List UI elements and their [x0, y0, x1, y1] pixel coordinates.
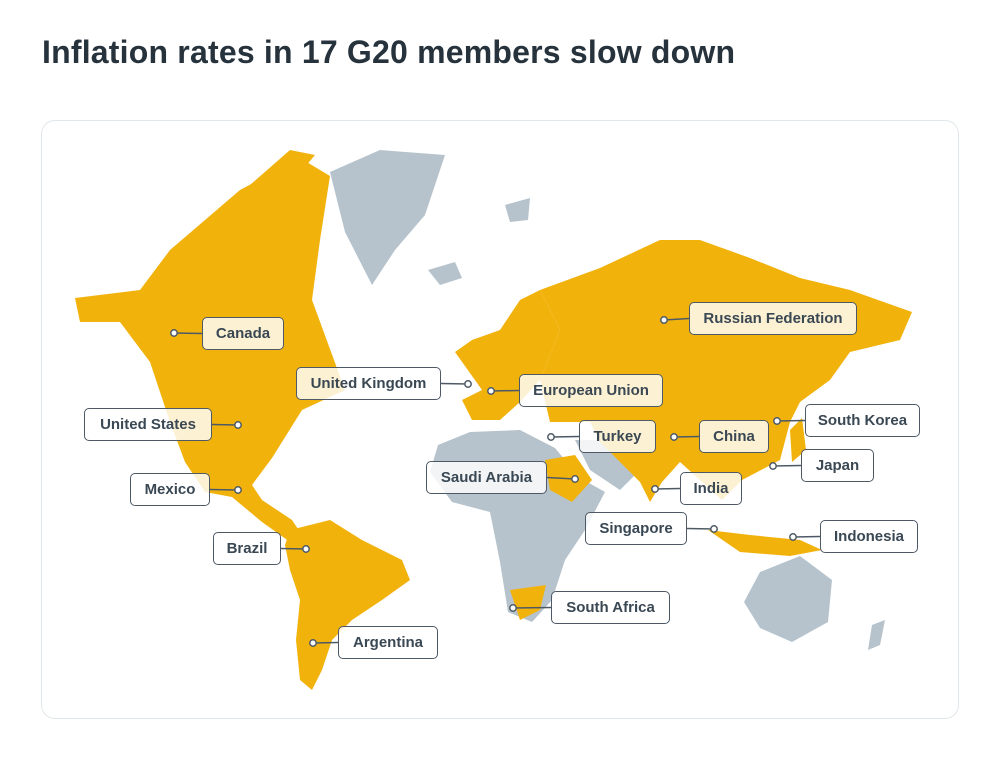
south-africa-marker	[509, 604, 517, 612]
united-states-connector	[211, 423, 239, 426]
india-connector	[654, 487, 681, 490]
label-india: India	[680, 472, 742, 505]
svalbard	[505, 198, 530, 222]
saudi-arabia-marker	[571, 475, 579, 483]
label-china: China	[699, 420, 769, 453]
label-saudi-arabia: Saudi Arabia	[426, 461, 547, 494]
label-japan: Japan	[801, 449, 874, 482]
australia	[744, 556, 832, 642]
south-africa-shape	[510, 585, 546, 620]
russian-federation-connector	[663, 317, 690, 321]
indonesia-shape	[708, 530, 822, 556]
singapore-marker	[710, 525, 718, 533]
label-turkey: Turkey	[579, 420, 656, 453]
south-america	[285, 520, 410, 690]
label-european-union: European Union	[519, 374, 663, 407]
canada-connector	[173, 332, 203, 335]
argentina-connector	[312, 641, 339, 644]
label-russian-federation: Russian Federation	[689, 302, 857, 335]
japan-marker	[769, 462, 777, 470]
indonesia-marker	[789, 533, 797, 541]
united-states-marker	[234, 421, 242, 429]
label-united-states: United States	[84, 408, 212, 441]
label-south-africa: South Africa	[551, 591, 670, 624]
south-korea-marker	[773, 417, 781, 425]
canadian-arctic	[250, 150, 315, 185]
label-indonesia: Indonesia	[820, 520, 918, 553]
japan-connector	[772, 464, 802, 467]
united-kingdom-marker	[464, 380, 472, 388]
russian-federation-marker	[660, 316, 668, 324]
european-union-connector	[490, 389, 520, 392]
canada-marker	[170, 329, 178, 337]
brazil-marker	[302, 545, 310, 553]
singapore-connector	[686, 527, 715, 530]
china-connector	[673, 435, 700, 438]
argentina-marker	[309, 639, 317, 647]
turkey-marker	[547, 433, 555, 441]
label-argentina: Argentina	[338, 626, 438, 659]
label-singapore: Singapore	[585, 512, 687, 545]
greenland	[330, 150, 445, 285]
mexico-marker	[234, 486, 242, 494]
iceland	[428, 262, 462, 285]
north-america	[75, 158, 345, 542]
label-south-korea: South Korea	[805, 404, 920, 437]
saudi-arabia-connector	[546, 476, 576, 480]
label-united-kingdom: United Kingdom	[296, 367, 441, 400]
china-marker	[670, 433, 678, 441]
page-title: Inflation rates in 17 G20 members slow d…	[42, 34, 736, 70]
indonesia-connector	[792, 535, 821, 538]
mexico-connector	[209, 488, 239, 491]
south-korea-connector	[776, 419, 806, 422]
south-africa-connector	[512, 606, 552, 609]
label-brazil: Brazil	[213, 532, 281, 565]
india-marker	[651, 485, 659, 493]
europe	[455, 290, 560, 420]
european-union-marker	[487, 387, 495, 395]
new-zealand	[868, 620, 885, 650]
united-kingdom-connector	[440, 382, 469, 385]
brazil-connector	[280, 547, 307, 550]
label-mexico: Mexico	[130, 473, 210, 506]
label-canada: Canada	[202, 317, 284, 350]
turkey-connector	[550, 435, 580, 438]
